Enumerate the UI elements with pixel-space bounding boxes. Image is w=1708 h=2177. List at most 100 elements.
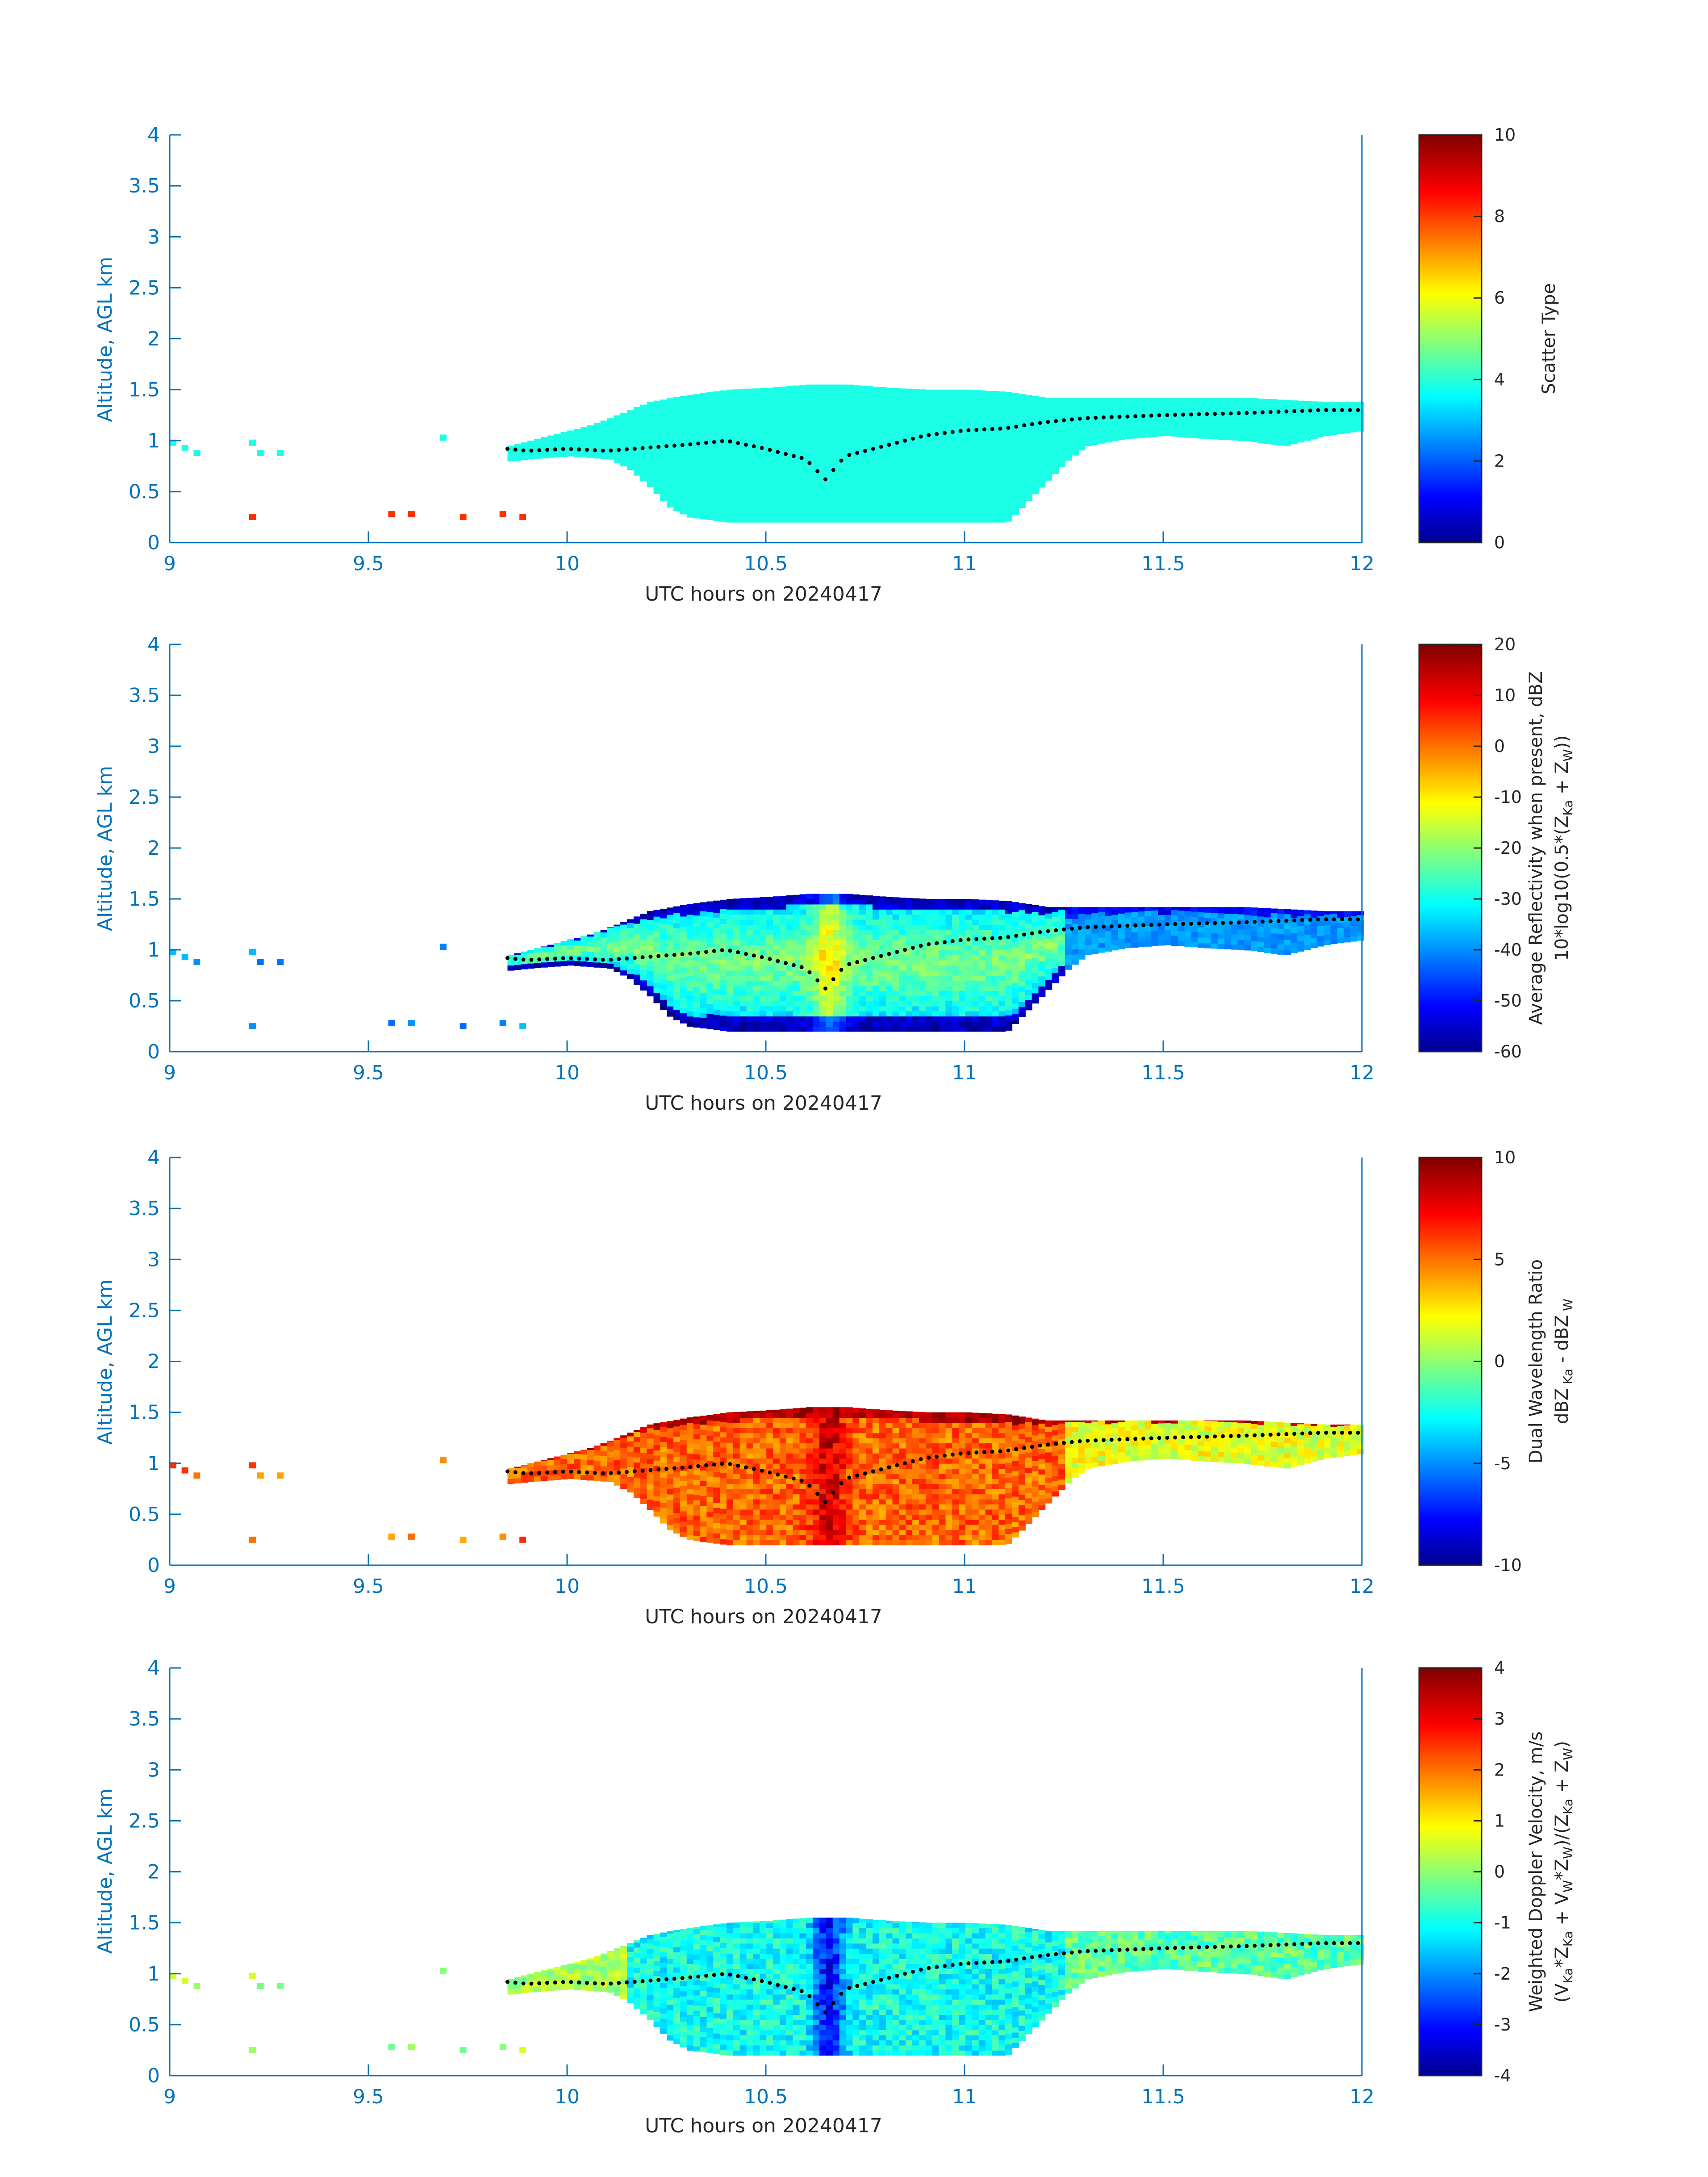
data-cell <box>793 919 800 925</box>
data-cell <box>1178 940 1185 947</box>
data-cell <box>1019 1001 1026 1007</box>
data-cell <box>879 435 886 441</box>
data-cell <box>633 1482 641 1488</box>
data-cell <box>873 1016 880 1022</box>
data-cell <box>1052 942 1059 948</box>
data-cell <box>1058 451 1065 457</box>
data-cell <box>925 960 933 966</box>
data-cell <box>1031 967 1039 973</box>
data-cell <box>673 907 681 913</box>
data-cell <box>892 507 900 513</box>
data-cell <box>540 946 548 948</box>
cloud-base-point <box>601 957 605 962</box>
data-cell <box>1005 959 1013 965</box>
cloud-base-point <box>1094 925 1098 929</box>
data-cell <box>700 422 707 428</box>
cloud-base-point <box>1141 414 1145 418</box>
data-cell <box>965 980 973 986</box>
data-cell <box>852 940 860 945</box>
data-cell <box>706 1024 714 1029</box>
data-cell <box>746 461 754 467</box>
data-cell <box>978 955 986 961</box>
x-tick-label: 9.5 <box>353 1061 384 1084</box>
data-cell <box>826 904 833 910</box>
data-cell <box>1019 903 1026 905</box>
data-cell <box>1105 397 1112 402</box>
data-cell <box>1277 425 1285 430</box>
data-cell <box>1257 398 1265 402</box>
data-cell <box>739 975 747 981</box>
data-cell <box>819 944 827 950</box>
data-cell <box>972 990 979 996</box>
data-cell <box>1025 949 1032 954</box>
data-cell <box>952 497 960 502</box>
data-cell <box>647 415 654 421</box>
data-cell <box>521 964 528 969</box>
data-cell <box>1038 915 1046 920</box>
data-cell <box>700 1012 707 1019</box>
data-cell <box>673 948 681 954</box>
data-cell <box>1290 413 1298 419</box>
data-cell <box>1138 926 1145 932</box>
data-cell <box>1131 402 1139 408</box>
data-cell <box>574 436 581 442</box>
data-cell <box>925 1026 933 1032</box>
data-cell <box>859 985 867 991</box>
data-cell <box>932 899 940 905</box>
data-cell <box>1065 949 1072 955</box>
data-cell <box>1105 910 1112 916</box>
data-cell <box>1317 401 1324 407</box>
data-cell <box>1191 402 1199 408</box>
data-cell <box>1231 425 1238 430</box>
data-cell <box>580 431 588 437</box>
cloud-base-point <box>919 435 923 439</box>
data-cell <box>600 1450 608 1456</box>
data-cell <box>1164 940 1172 945</box>
data-cell <box>799 446 807 451</box>
data-cell <box>1019 456 1026 462</box>
data-cell <box>925 985 933 991</box>
data-cell <box>527 454 535 460</box>
data-cell <box>1164 420 1172 426</box>
data-cell <box>593 427 601 433</box>
data-cell <box>1085 425 1092 431</box>
data-cell <box>1038 397 1046 401</box>
data-cell <box>773 924 780 930</box>
data-cell <box>633 928 641 934</box>
data-cell <box>693 394 701 396</box>
data-cell <box>919 934 926 940</box>
data-cell <box>653 422 661 428</box>
data-cell <box>673 429 681 435</box>
data-cell <box>673 1497 681 1503</box>
data-cell <box>667 1438 674 1444</box>
data-cell <box>1031 402 1039 408</box>
data-cell <box>832 1026 840 1032</box>
data-cell <box>1324 924 1331 930</box>
data-cell <box>640 476 647 481</box>
data-cell <box>839 395 847 401</box>
data-cell <box>1158 907 1165 910</box>
data-cell <box>1078 439 1086 446</box>
cloud-base-point <box>680 952 685 957</box>
data-cell <box>906 980 913 986</box>
cloud-base-point <box>625 956 629 961</box>
data-cell <box>760 970 767 976</box>
data-cell <box>906 934 913 940</box>
data-cell <box>1005 501 1013 506</box>
data-cell <box>706 1435 714 1441</box>
data-cell <box>700 1516 707 1522</box>
data-cell <box>952 400 960 405</box>
data-cell <box>614 931 621 937</box>
data-cell <box>978 420 986 426</box>
data-cell <box>912 898 919 899</box>
data-cell <box>1012 427 1019 434</box>
data-cell <box>713 449 721 455</box>
data-cell <box>786 1026 793 1032</box>
data-cell <box>985 900 993 905</box>
data-cell <box>773 929 780 935</box>
data-cell <box>859 507 867 513</box>
data-cell <box>686 970 694 976</box>
data-cell <box>614 1454 621 1460</box>
data-cell <box>998 410 1006 416</box>
data-cell <box>1138 417 1145 423</box>
